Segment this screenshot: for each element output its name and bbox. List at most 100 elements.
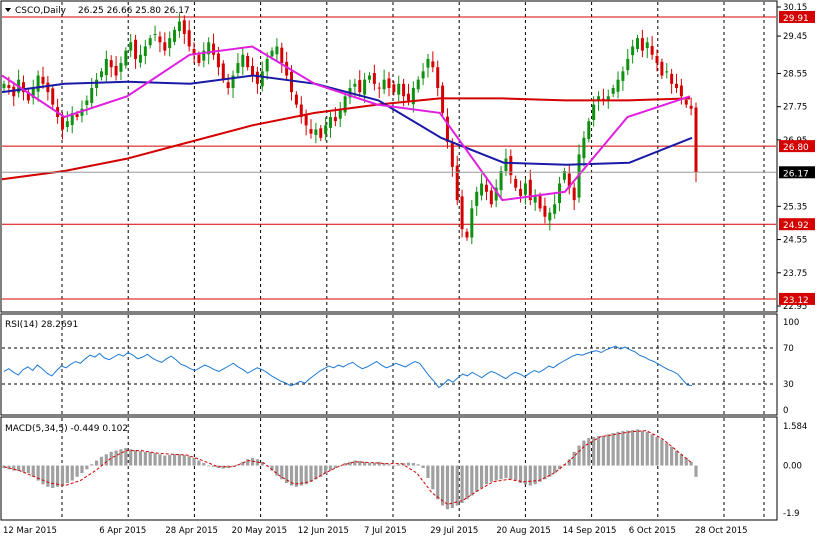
macd-bar: [514, 465, 518, 481]
candle-body: [124, 50, 128, 66]
macd-bar: [143, 451, 147, 466]
candle-body: [548, 212, 552, 221]
rsi-tick-label: 100: [783, 318, 799, 328]
level-tag-label: 24.92: [783, 221, 809, 231]
price-tick-label: 30.15: [783, 3, 807, 13]
candle-body: [36, 75, 40, 92]
macd-bar: [387, 464, 391, 466]
macd-bar: [406, 462, 411, 466]
candle-body: [519, 188, 523, 196]
macd-bar: [465, 465, 469, 500]
time-axis-label: 6 Oct 2015: [629, 526, 676, 536]
macd-bar: [650, 434, 654, 466]
macd-bar: [328, 465, 333, 471]
rsi-tick-label: 70: [783, 344, 794, 354]
macd-bar: [484, 465, 489, 485]
candle-body: [689, 105, 693, 109]
macd-bar: [674, 450, 679, 466]
macd-bar: [60, 465, 65, 486]
candle-body: [489, 190, 493, 205]
macd-bar: [694, 465, 698, 477]
macd-bar: [606, 434, 610, 466]
candle-body: [421, 71, 425, 79]
candle-body: [280, 47, 284, 64]
level-tag-label: 23.12: [783, 296, 809, 306]
candle-body: [2, 83, 6, 88]
candle-body: [314, 129, 318, 135]
candle-body: [358, 80, 362, 93]
candle-body: [85, 100, 89, 106]
macd-bar: [163, 455, 167, 466]
macd-bar: [660, 439, 664, 466]
candle-body: [148, 38, 152, 46]
candle-body: [621, 71, 625, 81]
price-tick-label: 29.45: [783, 32, 807, 42]
candle-body: [582, 137, 586, 159]
current-price-label: 26.17: [783, 169, 809, 179]
rsi-panel-frame: [0, 313, 778, 416]
candle-body: [333, 117, 337, 122]
macd-bar: [577, 445, 581, 466]
macd-bar: [592, 436, 596, 466]
macd-bar: [640, 430, 644, 466]
macd-bar: [518, 465, 523, 484]
level-tags: 29.91 26.80 24.92 23.12 26.17: [779, 10, 815, 306]
macd-bar: [509, 465, 513, 480]
candle-body: [31, 87, 35, 98]
collapse-triangle-icon[interactable]: [5, 8, 11, 12]
macd-bar: [12, 465, 16, 471]
rsi-axis: 100 70 30 0: [783, 318, 799, 416]
macd-bar: [621, 431, 625, 466]
macd-bar: [133, 450, 138, 466]
candle-body: [509, 156, 513, 176]
candle-body: [606, 96, 610, 101]
candle-body: [363, 79, 367, 95]
macd-bar: [645, 431, 649, 466]
candle-body: [533, 195, 537, 203]
candle-body: [562, 171, 566, 180]
macd-bar: [285, 465, 289, 484]
macd-bar: [635, 429, 640, 466]
candle-body: [436, 67, 440, 88]
candle-body: [499, 171, 503, 191]
macd-bar: [489, 465, 493, 482]
candle-body: [143, 46, 147, 57]
macd-bar: [294, 465, 298, 487]
candle-body: [168, 38, 172, 49]
macd-bar: [177, 454, 182, 466]
macd-bar: [679, 454, 683, 466]
macd-bar: [333, 465, 337, 469]
price-tick-label: 23.75: [783, 269, 807, 279]
time-axis-label: 20 May 2015: [232, 526, 287, 536]
candle-body: [236, 63, 240, 74]
macd-bar: [475, 465, 479, 492]
macd-bar: [494, 465, 498, 481]
macd-bar: [80, 465, 84, 474]
price-axis: 30.1529.4528.5527.7526.9525.3524.5523.75…: [777, 3, 807, 312]
macd-bar: [304, 465, 308, 485]
macd-bar: [665, 443, 669, 466]
candle-body: [523, 183, 527, 195]
candle-body: [109, 60, 113, 68]
candle-body: [158, 36, 162, 43]
price-tick-label: 22.95: [783, 302, 807, 312]
candle-body: [665, 71, 669, 73]
macd-bar: [587, 438, 591, 466]
macd-bar: [567, 459, 571, 466]
candle-body: [567, 173, 571, 188]
candle-body: [538, 195, 542, 209]
candle-body: [197, 54, 201, 64]
candle-body: [504, 158, 508, 172]
candle-body: [377, 87, 381, 89]
candle-body: [299, 104, 303, 118]
macd-bar: [36, 465, 40, 481]
time-axis-label: 29 Jul 2015: [430, 526, 478, 536]
candle-body: [260, 71, 264, 87]
candle-body: [431, 61, 435, 68]
macd-bar: [392, 465, 396, 467]
candle-body: [304, 114, 308, 126]
macd-bar: [241, 461, 245, 466]
macd-bar: [548, 465, 552, 477]
candle-body: [226, 82, 230, 88]
candle-body: [655, 56, 659, 64]
